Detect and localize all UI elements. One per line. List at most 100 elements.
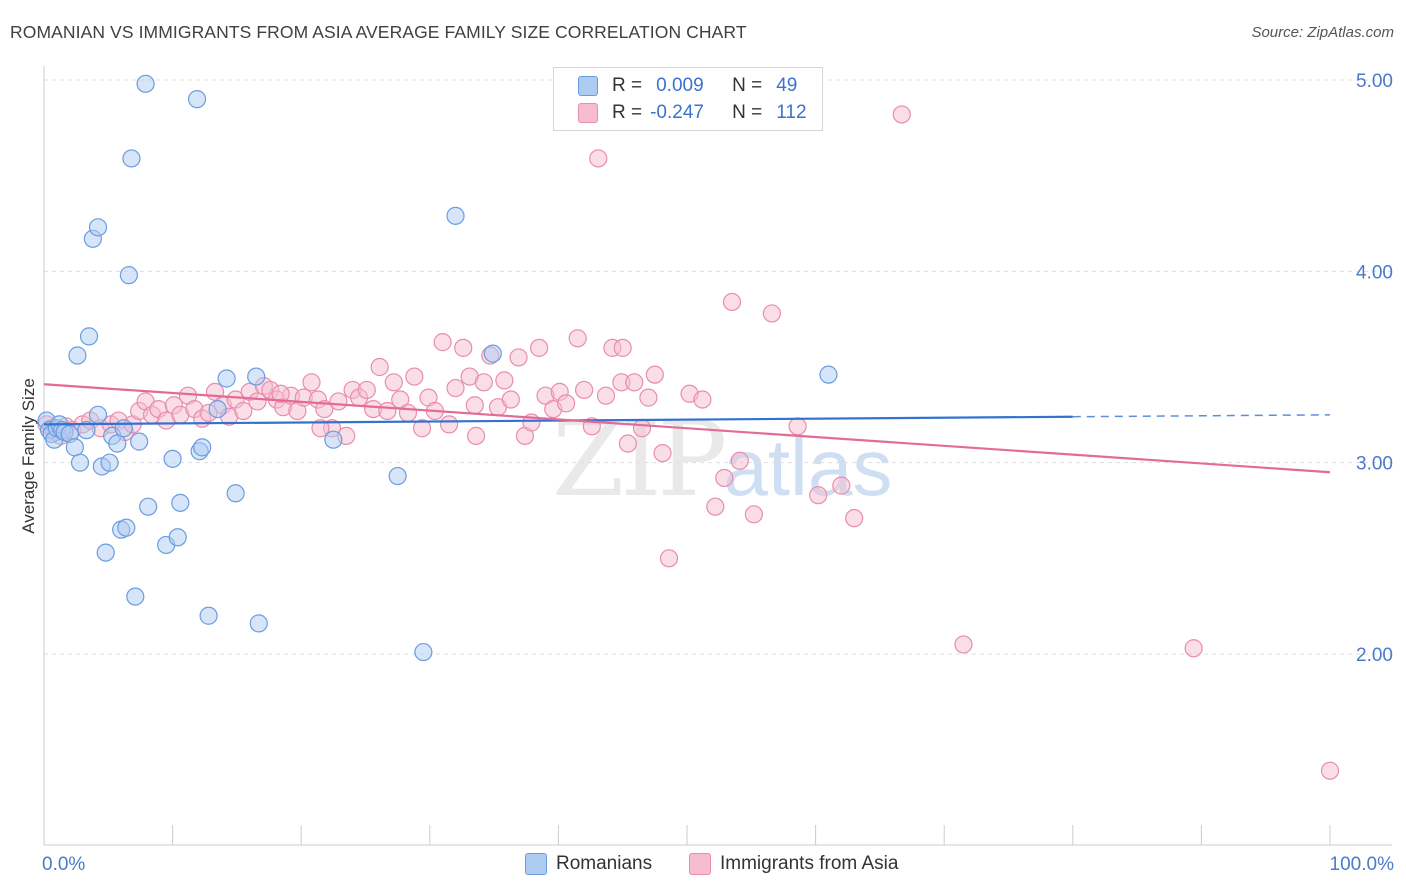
- data-point-immigrants-from-asia: [730, 451, 749, 470]
- data-point-immigrants-from-asia: [715, 468, 734, 488]
- data-point-romanians: [108, 434, 127, 453]
- gridlines: [44, 79, 1392, 655]
- y-axis-label: Average Family Size: [19, 378, 38, 534]
- data-point-romanians: [122, 149, 141, 168]
- y-tick-label: 4.00: [1356, 262, 1393, 283]
- data-point-immigrants-from-asia: [892, 105, 911, 124]
- data-point-romanians: [114, 419, 133, 438]
- data-point-romanians: [88, 405, 108, 424]
- data-point-immigrants-from-asia: [271, 384, 290, 403]
- legend-item-immigrants-from-asia[interactable]: Immigrants from Asia: [689, 853, 898, 875]
- legend-swatch-immigrants-from-asia: [689, 853, 711, 875]
- data-point-immigrants-from-asia: [405, 367, 424, 386]
- data-point-immigrants-from-asia: [693, 390, 712, 409]
- data-point-immigrants-from-asia: [398, 403, 418, 423]
- data-point-romanians: [483, 344, 502, 363]
- data-point-romanians: [249, 614, 268, 633]
- y-tick-label: 2.00: [1356, 645, 1393, 666]
- data-point-immigrants-from-asia: [302, 373, 321, 392]
- data-point-romanians: [88, 218, 108, 237]
- data-point-immigrants-from-asia: [575, 380, 594, 400]
- legend-swatch-pink: [578, 103, 598, 123]
- data-point-immigrants-from-asia: [832, 476, 851, 495]
- data-point-immigrants-from-asia: [645, 365, 664, 384]
- watermark-zip: ZIP: [552, 398, 727, 520]
- legend-row-romanians: R = 0.009 N = 49: [578, 73, 797, 99]
- data-point-immigrants-from-asia: [762, 304, 781, 323]
- x-ticks: [172, 825, 1331, 845]
- series-immigrants-from-asia: [37, 105, 1340, 780]
- data-point-immigrants-from-asia: [596, 386, 616, 405]
- legend-n-value: 49: [776, 75, 798, 96]
- correlation-legend: R = 0.009 N = 49 R = -0.247 N = 112: [553, 67, 823, 131]
- legend-label-immigrants-from-asia: Immigrants from Asia: [720, 853, 899, 874]
- data-point-romanians: [119, 266, 138, 285]
- data-point-romanians: [324, 430, 343, 449]
- data-point-romanians: [130, 432, 149, 451]
- watermark-atlas: atlas: [723, 423, 893, 512]
- legend-swatch-romanians: [525, 853, 547, 875]
- axes: [43, 66, 1392, 846]
- data-point-immigrants-from-asia: [845, 509, 864, 528]
- data-point-immigrants-from-asia: [384, 373, 403, 392]
- data-point-immigrants-from-asia: [744, 505, 763, 524]
- watermark: ZIPatlas: [552, 398, 892, 520]
- data-point-immigrants-from-asia: [639, 388, 658, 407]
- legend-r-value: 0.009: [656, 75, 704, 96]
- data-point-immigrants-from-asia: [357, 380, 376, 400]
- legend-r-label: R =: [612, 75, 643, 96]
- data-point-immigrants-from-asia: [315, 399, 334, 419]
- data-point-immigrants-from-asia: [653, 444, 672, 463]
- data-point-immigrants-from-asia: [954, 635, 973, 654]
- data-point-immigrants-from-asia: [509, 348, 528, 367]
- legend-n-label: N =: [732, 102, 763, 123]
- data-point-immigrants-from-asia: [412, 419, 432, 438]
- y-tick-labels: 2.00 3.00 4.00 5.00: [1356, 71, 1393, 666]
- data-point-romanians: [126, 587, 145, 606]
- data-point-romanians: [96, 543, 115, 562]
- legend-n-value: 112: [776, 102, 807, 123]
- data-point-romanians: [446, 206, 465, 225]
- data-point-immigrants-from-asia: [311, 419, 330, 438]
- data-point-immigrants-from-asia: [557, 394, 576, 413]
- data-point-immigrants-from-asia: [446, 378, 465, 398]
- series-romanians: [37, 74, 838, 662]
- data-point-romanians: [247, 367, 266, 386]
- data-point-romanians: [819, 365, 838, 384]
- data-point-romanians: [217, 369, 236, 388]
- data-point-romanians: [226, 484, 245, 503]
- legend-r-value: -0.247: [650, 102, 704, 123]
- data-point-romanians: [199, 606, 218, 625]
- trend-line-romanians: [43, 415, 1073, 426]
- legend-item-romanians[interactable]: Romanians: [525, 853, 652, 875]
- data-point-immigrants-from-asia: [501, 390, 520, 409]
- data-point-immigrants-from-asia: [465, 396, 484, 415]
- data-point-immigrants-from-asia: [618, 434, 637, 453]
- data-point-romanians: [193, 438, 212, 457]
- data-point-immigrants-from-asia: [1184, 639, 1203, 658]
- data-point-immigrants-from-asia: [439, 415, 459, 434]
- data-point-immigrants-from-asia: [632, 419, 652, 438]
- legend-swatch-blue: [578, 76, 598, 96]
- data-point-immigrants-from-asia: [809, 486, 828, 505]
- data-point-immigrants-from-asia: [248, 392, 267, 411]
- data-point-romanians: [77, 421, 96, 440]
- data-point-romanians: [163, 449, 182, 468]
- trend-lines: [43, 383, 1331, 474]
- data-point-romanians: [65, 438, 84, 457]
- data-point-immigrants-from-asia: [589, 149, 608, 168]
- data-point-immigrants-from-asia: [568, 329, 587, 348]
- data-point-romanians: [168, 528, 187, 547]
- data-point-immigrants-from-asia: [474, 373, 493, 392]
- trend-line-romanians-extension: [1072, 414, 1331, 418]
- data-point-immigrants-from-asia: [454, 338, 473, 357]
- data-point-romanians: [117, 518, 136, 537]
- legend-r-label: R =: [612, 102, 643, 123]
- legend-n-label: N =: [732, 75, 763, 96]
- data-point-romanians: [171, 493, 190, 512]
- data-point-immigrants-from-asia: [370, 357, 389, 377]
- data-point-immigrants-from-asia: [495, 371, 514, 390]
- data-point-immigrants-from-asia: [659, 549, 679, 568]
- data-point-immigrants-from-asia: [433, 333, 452, 352]
